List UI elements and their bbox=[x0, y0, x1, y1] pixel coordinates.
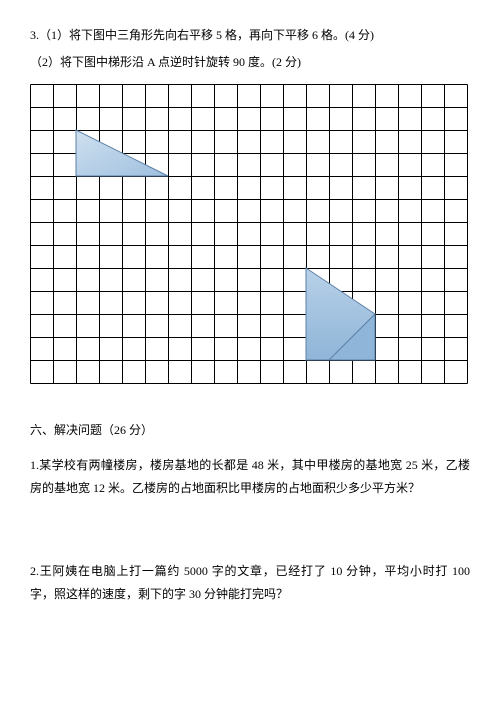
q3-part2: （2）将下图中梯形沿 A 点逆时针旋转 90 度。(2 分) bbox=[30, 51, 470, 74]
problem-1: 1.某学校有两幢楼房，楼房基地的长都是 48 米，其中甲楼房的基地宽 25 米，… bbox=[30, 454, 470, 500]
q3-part1: 3.（1）将下图中三角形先向右平移 5 格，再向下平移 6 格。(4 分) bbox=[30, 24, 470, 47]
grid-figure bbox=[30, 84, 470, 392]
grid-svg bbox=[30, 84, 468, 384]
problem-2: 2.王阿姨在电脑上打一篇约 5000 字的文章，已经打了 10 分钟，平均小时打… bbox=[30, 560, 470, 606]
section6-title: 六、解决问题（26 分） bbox=[30, 419, 470, 442]
